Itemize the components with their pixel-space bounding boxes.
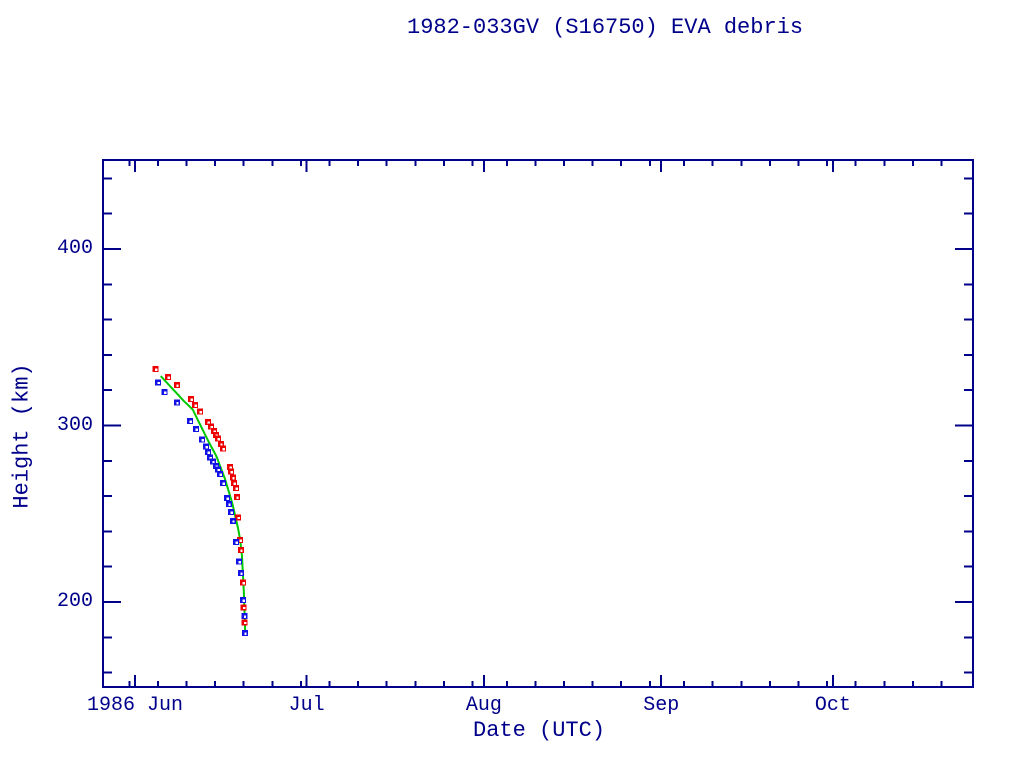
blue-square-series-marker-dot	[238, 560, 242, 564]
red-square-series-marker-dot	[244, 621, 247, 625]
red-square-series-marker-dot	[229, 466, 232, 469]
blue-square-series-marker-dot	[205, 446, 208, 449]
blue-square-series-marker-dot	[235, 541, 239, 544]
red-square-series-marker-dot	[222, 447, 225, 451]
red-square-series-marker-dot	[232, 477, 235, 480]
red-square-series-marker-dot	[155, 368, 158, 371]
blue-square-series-marker-dot	[189, 420, 192, 423]
red-square-series-marker-dot	[194, 404, 197, 408]
x-tick-label: Aug	[465, 694, 502, 717]
x-tick-label: Jul	[288, 694, 325, 717]
blue-square-series-marker-dot	[207, 451, 211, 454]
red-square-series-marker-dot	[199, 410, 203, 414]
y-tick-label: 300	[56, 413, 93, 437]
red-square-series-marker-dot	[240, 549, 243, 552]
blue-square-series-marker-dot	[226, 497, 229, 500]
blue-square-series-marker-dot	[176, 402, 179, 405]
blue-square-series-marker-dot	[157, 381, 160, 385]
red-square-series-marker-dot	[235, 487, 239, 491]
red-square-series-marker-dot	[236, 496, 239, 499]
plot-frame	[102, 159, 974, 688]
red-square-series-marker-dot	[210, 425, 213, 429]
blue-square-series-marker-dot	[243, 615, 247, 619]
blue-square-series-marker-dot	[228, 503, 231, 506]
red-square-series-marker-dot	[239, 539, 243, 543]
red-square-series-marker-dot	[207, 421, 211, 424]
blue-square-series-marker-dot	[232, 520, 235, 523]
blue-square-series-marker-dot	[219, 473, 223, 476]
red-square-series-marker-dot	[242, 582, 246, 585]
chart-title: 1982-033GV (S16750) EVA debris	[407, 15, 804, 40]
x-tick-label: Oct	[814, 694, 851, 717]
blue-square-series-marker-dot	[244, 632, 247, 635]
blue-square-series-marker-dot	[222, 482, 225, 485]
red-square-series-marker-dot	[190, 398, 193, 401]
red-square-series-marker-dot	[167, 376, 171, 379]
red-square-series-marker-dot	[220, 443, 223, 446]
red-square-series-marker-dot	[237, 516, 240, 520]
red-square-series-marker-dot	[176, 384, 179, 387]
y-tick-label: 400	[56, 237, 93, 260]
blue-square-series-marker-dot	[201, 439, 204, 442]
y-axis-title: Height (km)	[9, 363, 35, 509]
red-square-series-marker-dot	[213, 430, 216, 433]
x-axis-title: Date (UTC)	[473, 718, 606, 743]
red-square-series-marker-dot	[233, 482, 236, 485]
y-tick-label: 200	[56, 590, 93, 613]
x-tick-label: 1986 Jun	[86, 694, 184, 717]
blue-square-series-marker-dot	[230, 511, 233, 514]
x-tick-label: Sep	[643, 694, 680, 717]
blue-square-series-marker-dot	[240, 572, 243, 575]
red-square-series-marker-dot	[243, 606, 246, 610]
red-square-series-marker-dot	[217, 438, 220, 441]
green-fit-curve	[160, 375, 247, 631]
red-square-series-marker-dot	[230, 470, 233, 474]
blue-square-series-marker-dot	[209, 456, 212, 460]
blue-square-series-marker-dot	[212, 461, 215, 464]
blue-square-series-marker-dot	[217, 469, 220, 472]
blue-square-series-marker-dot	[242, 599, 246, 603]
blue-square-series-marker-dot	[164, 391, 167, 394]
blue-square-series-marker-dot	[195, 428, 199, 431]
